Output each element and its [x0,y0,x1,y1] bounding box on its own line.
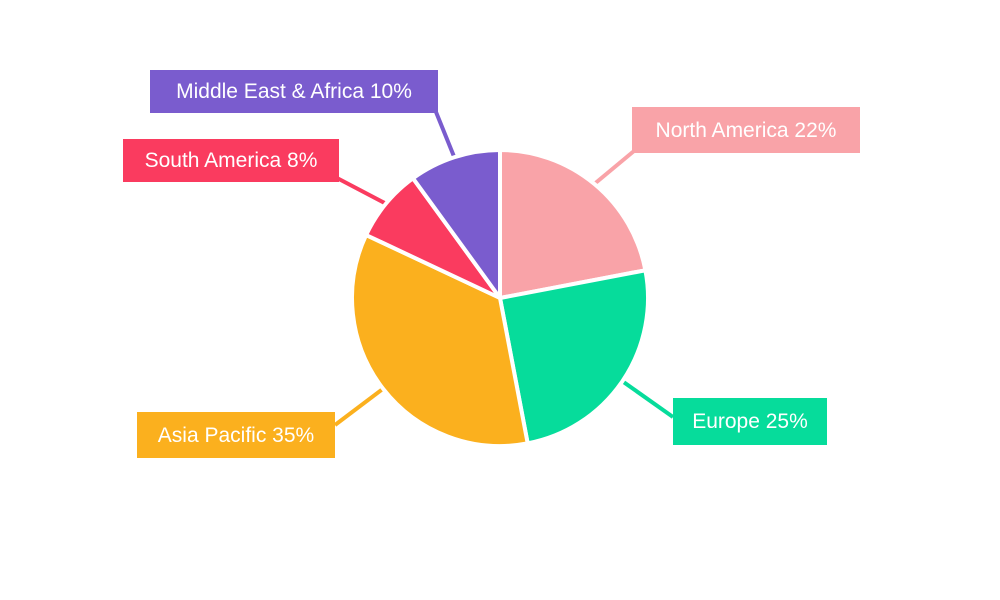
pie-slice-middle-east-africa [410,147,502,305]
leader-line-south-america [336,176,387,206]
leader-line-middle-east-africa [434,111,457,158]
label-europe: Europe 25% [673,398,827,445]
label-north-america: North America 22% [632,107,860,153]
label-asia-pacific: Asia Pacific 35% [137,412,335,458]
leader-line-north-america [593,149,636,186]
pie-slice-north-america [498,147,648,301]
pie-slice-europe [497,267,650,446]
leader-line-asia-pacific [333,387,385,427]
leader-line-europe [621,379,675,419]
label-south-america: South America 8% [123,139,339,182]
pie-slice-asia-pacific [350,232,531,449]
label-middle-east-africa: Middle East & Africa 10% [150,70,438,113]
